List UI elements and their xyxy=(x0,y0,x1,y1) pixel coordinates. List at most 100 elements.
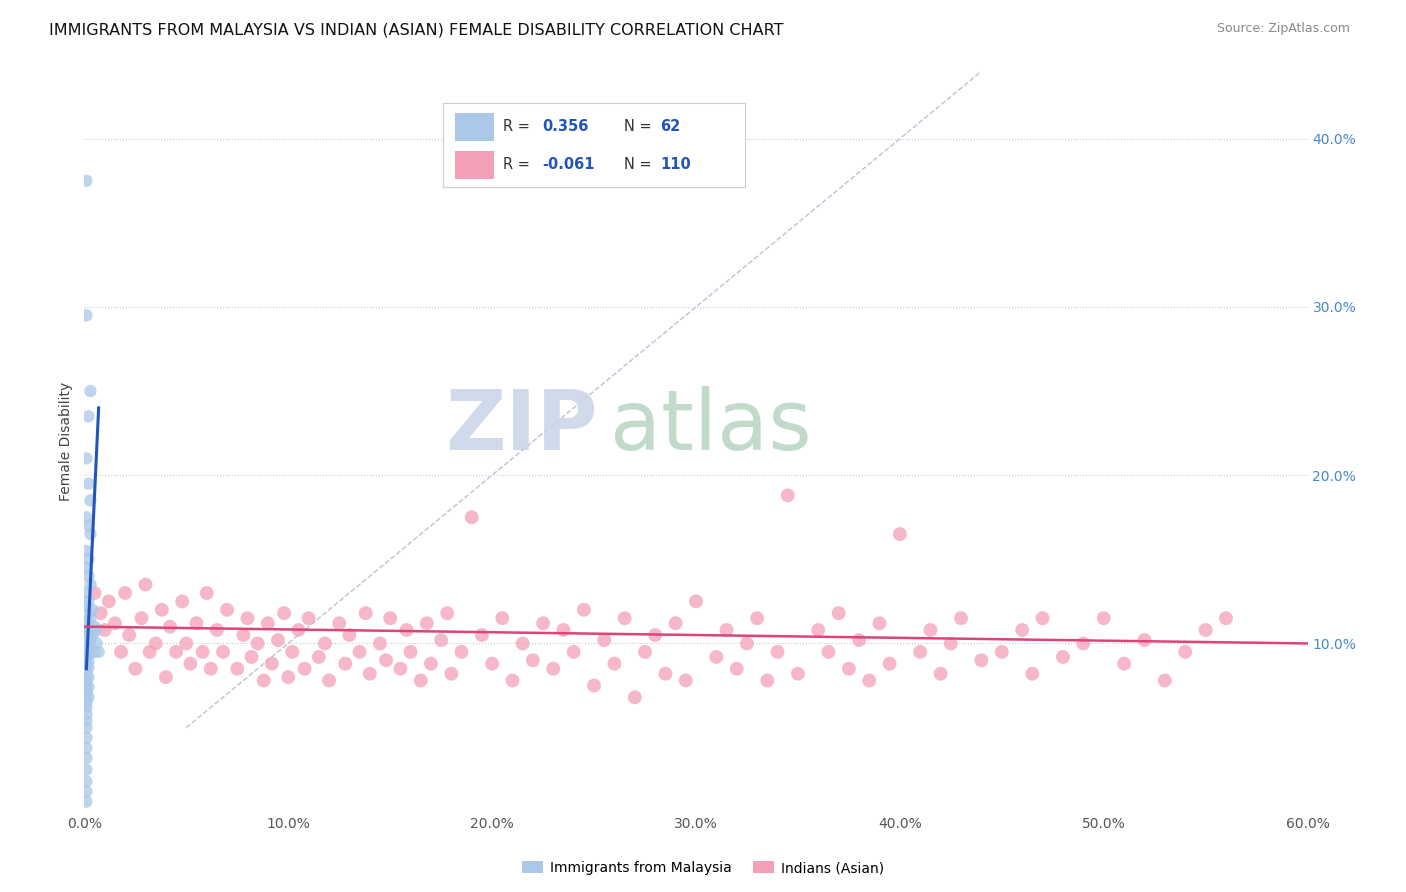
Point xyxy=(531,616,554,631)
Point xyxy=(77,626,100,640)
Point xyxy=(75,731,97,745)
Point xyxy=(195,586,218,600)
Point xyxy=(179,657,201,671)
Point xyxy=(1215,611,1237,625)
Point xyxy=(77,640,100,654)
Point xyxy=(1073,636,1095,650)
Point xyxy=(79,527,101,541)
Text: 62: 62 xyxy=(661,119,681,134)
Text: 110: 110 xyxy=(661,157,692,172)
Point xyxy=(75,666,97,681)
Point xyxy=(82,628,104,642)
Point xyxy=(298,611,321,625)
Point xyxy=(1174,645,1197,659)
Point xyxy=(75,643,97,657)
Point xyxy=(75,174,97,188)
Point xyxy=(77,680,100,694)
Point xyxy=(260,657,283,671)
Point xyxy=(273,606,295,620)
Point xyxy=(512,636,534,650)
FancyBboxPatch shape xyxy=(456,112,495,141)
Point xyxy=(75,630,97,644)
Point xyxy=(685,594,707,608)
Point xyxy=(75,687,97,701)
Point xyxy=(75,707,97,722)
Point xyxy=(75,683,97,698)
Point xyxy=(79,633,101,648)
Point xyxy=(420,657,443,671)
Point xyxy=(716,623,738,637)
Point xyxy=(110,645,132,659)
Point xyxy=(1032,611,1054,625)
Point xyxy=(75,451,97,466)
Point xyxy=(75,544,97,558)
Point xyxy=(79,493,101,508)
Point xyxy=(75,599,97,614)
Point xyxy=(395,623,418,637)
Point xyxy=(817,645,839,659)
Point xyxy=(328,616,350,631)
Point xyxy=(75,774,97,789)
Point xyxy=(77,690,100,705)
Point xyxy=(75,714,97,728)
Point xyxy=(481,657,503,671)
Point xyxy=(77,569,100,583)
Point xyxy=(1133,633,1156,648)
Point xyxy=(380,611,402,625)
Point xyxy=(522,653,544,667)
Point xyxy=(807,623,830,637)
Point xyxy=(583,679,606,693)
Point xyxy=(77,606,100,620)
Point xyxy=(75,586,97,600)
Point xyxy=(339,628,361,642)
Point xyxy=(97,594,120,608)
Point xyxy=(77,653,100,667)
Point xyxy=(75,664,97,678)
Point xyxy=(90,606,112,620)
Point xyxy=(562,645,585,659)
Point xyxy=(349,645,371,659)
Point xyxy=(735,636,758,650)
Point xyxy=(83,619,105,633)
Point xyxy=(240,649,263,664)
Point xyxy=(430,633,453,648)
Point xyxy=(77,409,100,424)
Text: N =: N = xyxy=(624,119,652,134)
Point xyxy=(277,670,299,684)
Text: R =: R = xyxy=(503,119,530,134)
Point xyxy=(82,603,104,617)
Point xyxy=(118,628,141,642)
Point xyxy=(869,616,891,631)
Point xyxy=(232,628,254,642)
Point xyxy=(389,662,412,676)
Point xyxy=(318,673,340,688)
Point xyxy=(75,649,97,664)
Point xyxy=(75,721,97,735)
Legend: Immigrants from Malaysia, Indians (Asian): Immigrants from Malaysia, Indians (Asian… xyxy=(517,855,889,880)
Point xyxy=(624,690,647,705)
Point xyxy=(165,645,187,659)
Point xyxy=(145,636,167,650)
Point xyxy=(104,616,127,631)
Point xyxy=(461,510,484,524)
Point xyxy=(991,645,1014,659)
Point xyxy=(613,611,636,625)
Point xyxy=(409,673,432,688)
Point xyxy=(75,695,97,709)
Point xyxy=(77,670,100,684)
Point xyxy=(75,657,97,671)
Point xyxy=(75,740,97,755)
Text: Source: ZipAtlas.com: Source: ZipAtlas.com xyxy=(1216,22,1350,36)
Point xyxy=(675,673,697,688)
Point xyxy=(77,518,100,533)
Point xyxy=(138,645,160,659)
Point xyxy=(848,633,870,648)
Point xyxy=(603,657,626,671)
Text: R =: R = xyxy=(503,157,530,172)
Point xyxy=(1114,657,1136,671)
Point xyxy=(75,510,97,524)
Point xyxy=(950,611,973,625)
Point xyxy=(200,662,222,676)
Point xyxy=(920,623,942,637)
Point xyxy=(1052,649,1074,664)
